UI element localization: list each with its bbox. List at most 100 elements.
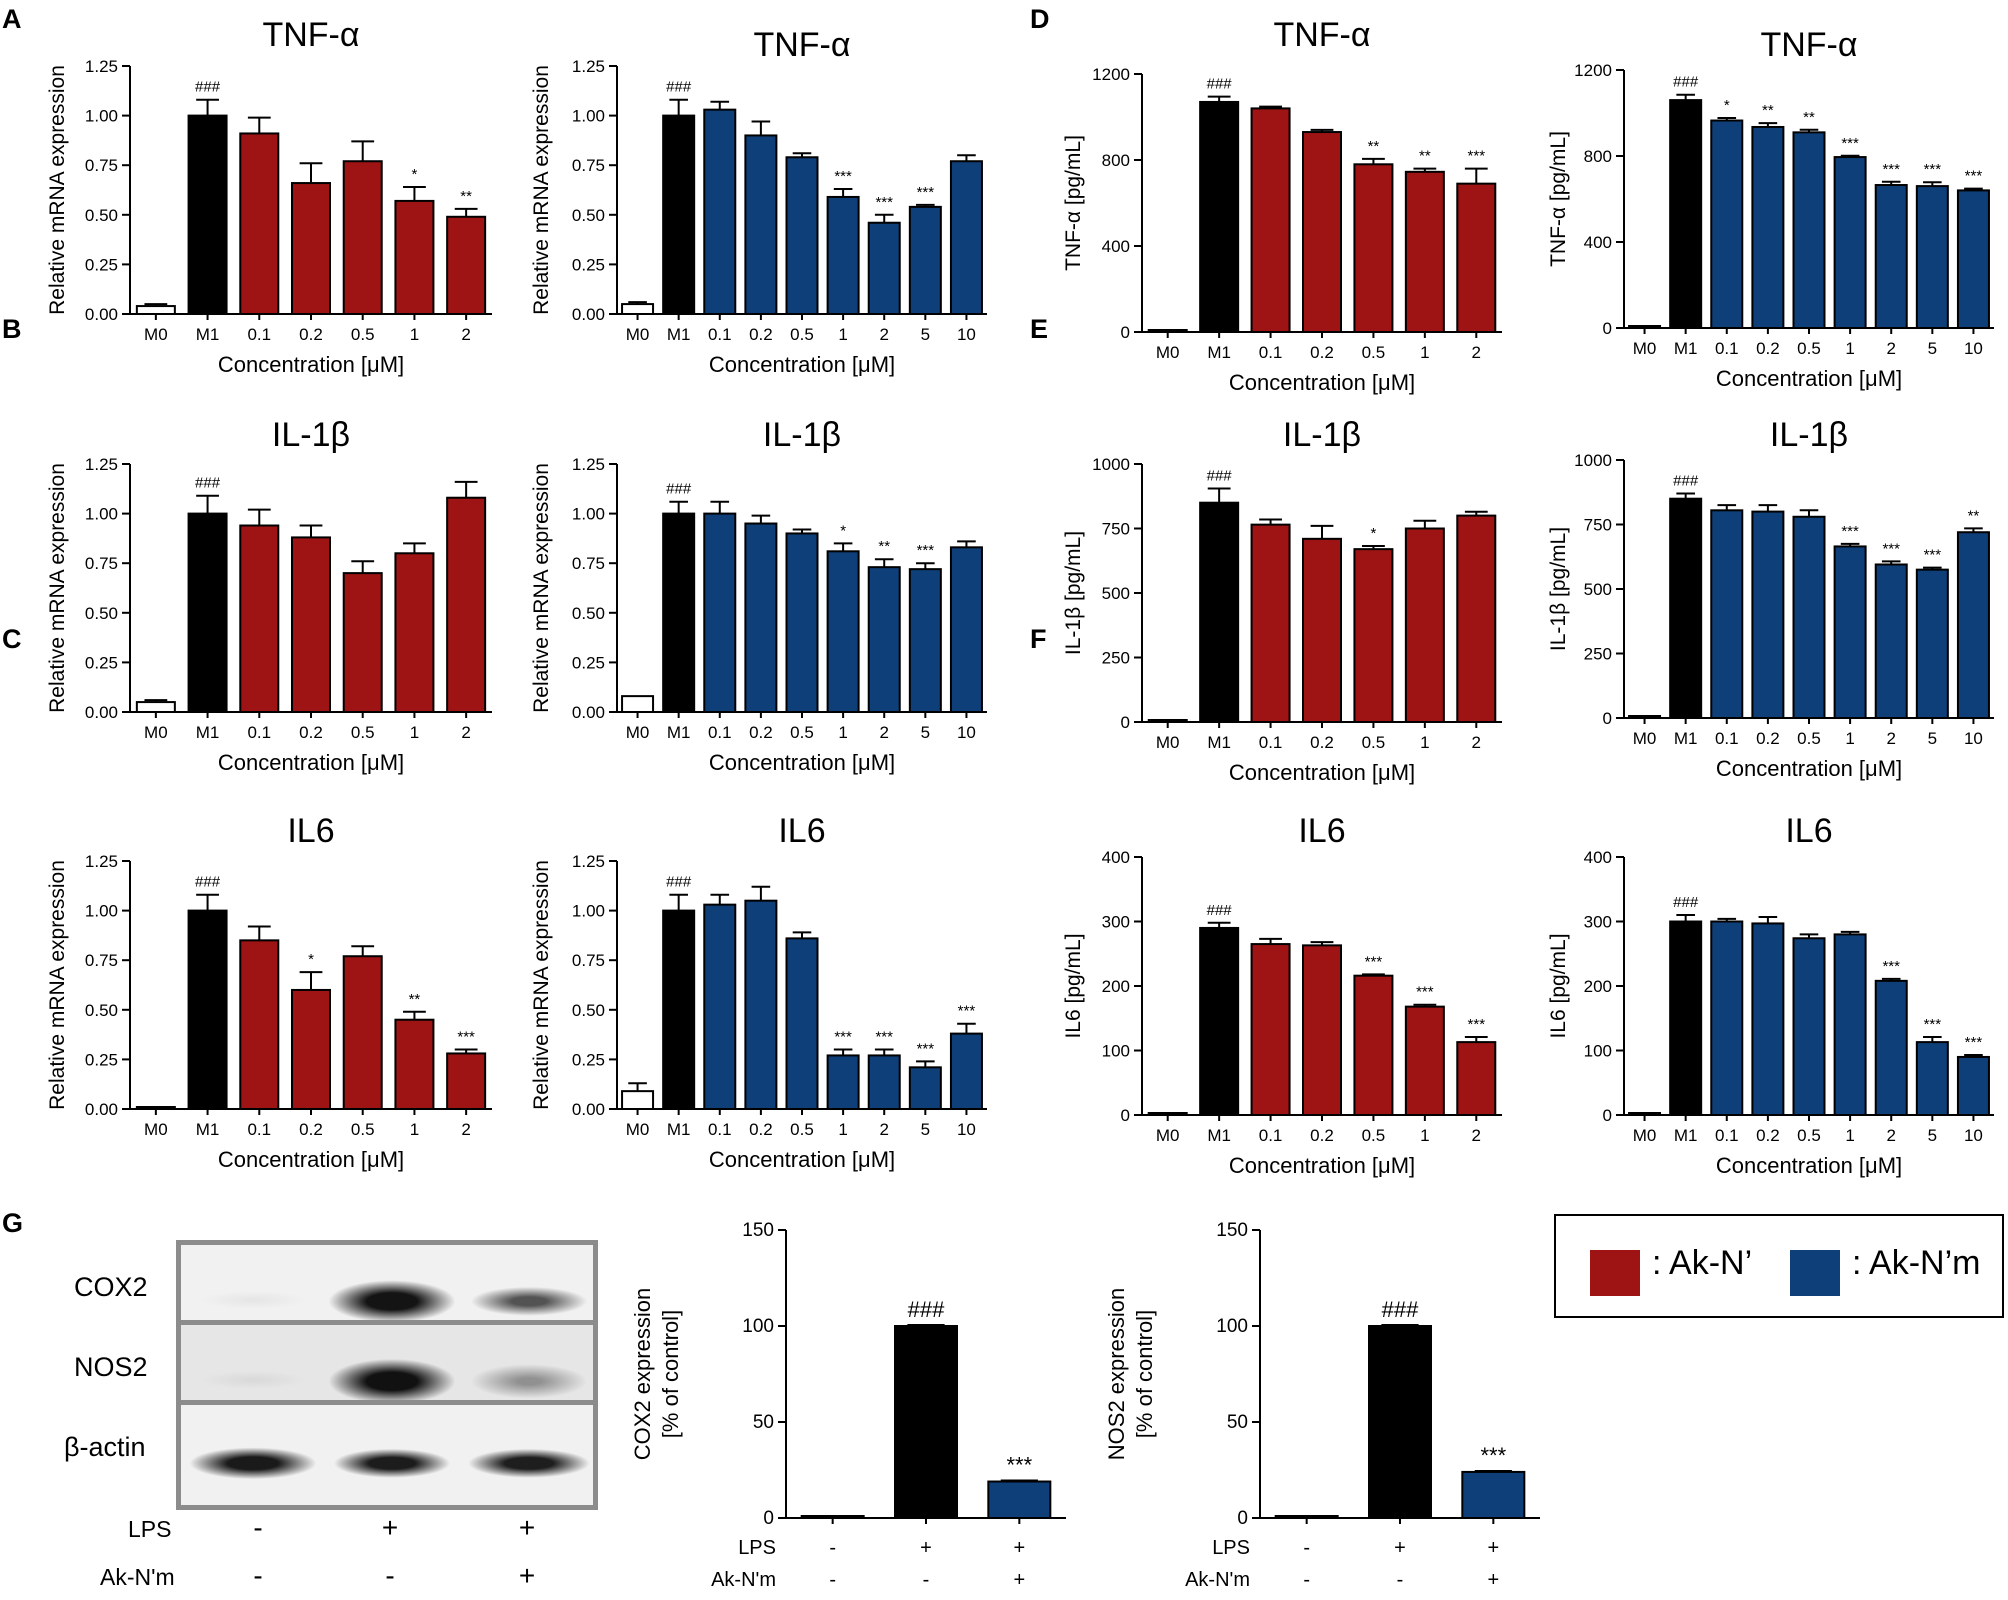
bar (1353, 974, 1394, 1116)
blot-row-label-akn: Ak-N'm (100, 1564, 175, 1590)
x-tick-label: M0 (626, 723, 650, 742)
y-axis-label: IL6 [pg/mL] (1547, 933, 1570, 1038)
chart-title: IL6 (1785, 812, 1832, 850)
x-tick-label: 0.2 (1310, 733, 1334, 752)
x-axis-label: Concentration [μM] (1229, 760, 1415, 785)
x-tick-label: M0 (144, 1120, 168, 1139)
y-tick-label: 0.50 (572, 604, 605, 623)
significance-label: ### (195, 874, 221, 891)
bar (135, 701, 176, 714)
bar (239, 524, 280, 714)
x-tick-label: M0 (1633, 339, 1657, 358)
significance-label: *** (1924, 1016, 1942, 1033)
bar (1792, 515, 1826, 720)
y-tick-label: 0.00 (572, 305, 605, 324)
significance-label: *** (1882, 161, 1900, 178)
bar (826, 550, 860, 714)
y-axis-label: Relative mRNA expression (46, 463, 69, 713)
condition-sign: + (1487, 1569, 1499, 1591)
bar (1404, 527, 1445, 723)
y-tick-label: 1000 (1092, 455, 1130, 474)
x-tick-label: M1 (1674, 1126, 1698, 1145)
bar (744, 899, 778, 1110)
bar (187, 512, 228, 713)
condition-sign: + (1487, 1537, 1499, 1559)
bar (908, 205, 942, 315)
bar (894, 1325, 958, 1519)
bar (135, 305, 176, 315)
bar (908, 1066, 942, 1111)
x-axis-label: Concentration [μM] (1716, 366, 1902, 391)
significance-label: ### (1673, 473, 1699, 490)
x-tick-label: 0.1 (247, 723, 271, 742)
significance-label: *** (457, 1028, 475, 1045)
significance-label: ** (409, 991, 421, 1008)
bar (1274, 1515, 1339, 1519)
bar (744, 134, 778, 315)
y-tick-label: 0 (1603, 709, 1612, 728)
significance-label: ### (195, 79, 221, 96)
significance-label: *** (1006, 1453, 1032, 1478)
bar (1833, 933, 1867, 1117)
bar (800, 1515, 865, 1519)
x-tick-label: 0.5 (351, 325, 375, 344)
chart-title: IL6 (778, 812, 825, 850)
y-axis-label: Relative mRNA expression (46, 65, 69, 315)
y-axis-label: Relative mRNA expression (530, 463, 553, 713)
significance-label: ** (1419, 148, 1431, 165)
significance-label: * (1371, 525, 1377, 542)
panel-label-b: B (2, 314, 22, 344)
panel-label-a: A (2, 4, 22, 34)
bar (1710, 509, 1744, 719)
x-tick-label: 0.1 (708, 723, 732, 742)
y-tick-label: 1.25 (572, 57, 605, 76)
y-tick-label: 1200 (1574, 61, 1612, 80)
bar (1404, 1005, 1445, 1117)
x-tick-label: 0.2 (1756, 339, 1780, 358)
legend-label-ak-nm: : Ak-N’m (1852, 1244, 1981, 1282)
condition-sign: - (923, 1569, 930, 1591)
bar (1199, 100, 1240, 333)
x-tick-label: 1 (1420, 1126, 1429, 1145)
x-tick-label: 0.5 (790, 723, 814, 742)
y-tick-label: 0.25 (85, 653, 118, 672)
chart-f2: IL6 0 100 200 300 400 IL6 [pg/mL] M0 ### M1 0.1 0.2… (1547, 812, 1994, 1178)
bar (1915, 1041, 1949, 1116)
y-tick-label: 0.75 (572, 554, 605, 573)
x-tick-label: 0.1 (708, 325, 732, 344)
y-tick-label: 0.00 (572, 703, 605, 722)
x-tick-label: 0.5 (1362, 1126, 1386, 1145)
blot-strip-beta-actin (176, 1400, 598, 1510)
y-tick-label: 750 (1584, 516, 1612, 535)
x-tick-label: 1 (1845, 1126, 1854, 1145)
panel-label-g: G (2, 1208, 24, 1238)
significance-label: *** (1924, 161, 1942, 178)
x-axis-label: Concentration [μM] (709, 750, 895, 775)
x-axis-label: Concentration [μM] (218, 1147, 404, 1172)
bar (394, 552, 435, 714)
x-tick-label: 0.2 (749, 325, 773, 344)
chart-g1: 0 50 100 150 COX2 expression [% of control] ##… (630, 1220, 1066, 1591)
x-tick-label: 0.2 (749, 1120, 773, 1139)
x-tick-label: 0.2 (299, 1120, 323, 1139)
significance-label: ### (1207, 468, 1233, 485)
x-tick-label: 2 (1886, 729, 1895, 748)
x-axis-label: Concentration [μM] (1716, 1153, 1902, 1178)
significance-label: ### (1673, 894, 1699, 911)
bar (621, 1090, 655, 1111)
y-tick-label: 0 (763, 1508, 774, 1529)
y-axis-label: [% of control] (658, 1310, 683, 1438)
chart-title: IL6 (287, 812, 334, 850)
x-tick-label: M0 (1156, 733, 1180, 752)
legend-swatch-ak-nm (1790, 1250, 1840, 1296)
x-tick-label: 5 (1928, 729, 1937, 748)
y-tick-label: 750 (1102, 520, 1130, 539)
bar (342, 572, 383, 713)
bar (1628, 1112, 1662, 1116)
bar (1628, 715, 1662, 719)
x-tick-label: M1 (1674, 729, 1698, 748)
y-tick-label: 500 (1102, 584, 1130, 603)
blot-band (463, 1427, 593, 1493)
bar (239, 132, 280, 315)
